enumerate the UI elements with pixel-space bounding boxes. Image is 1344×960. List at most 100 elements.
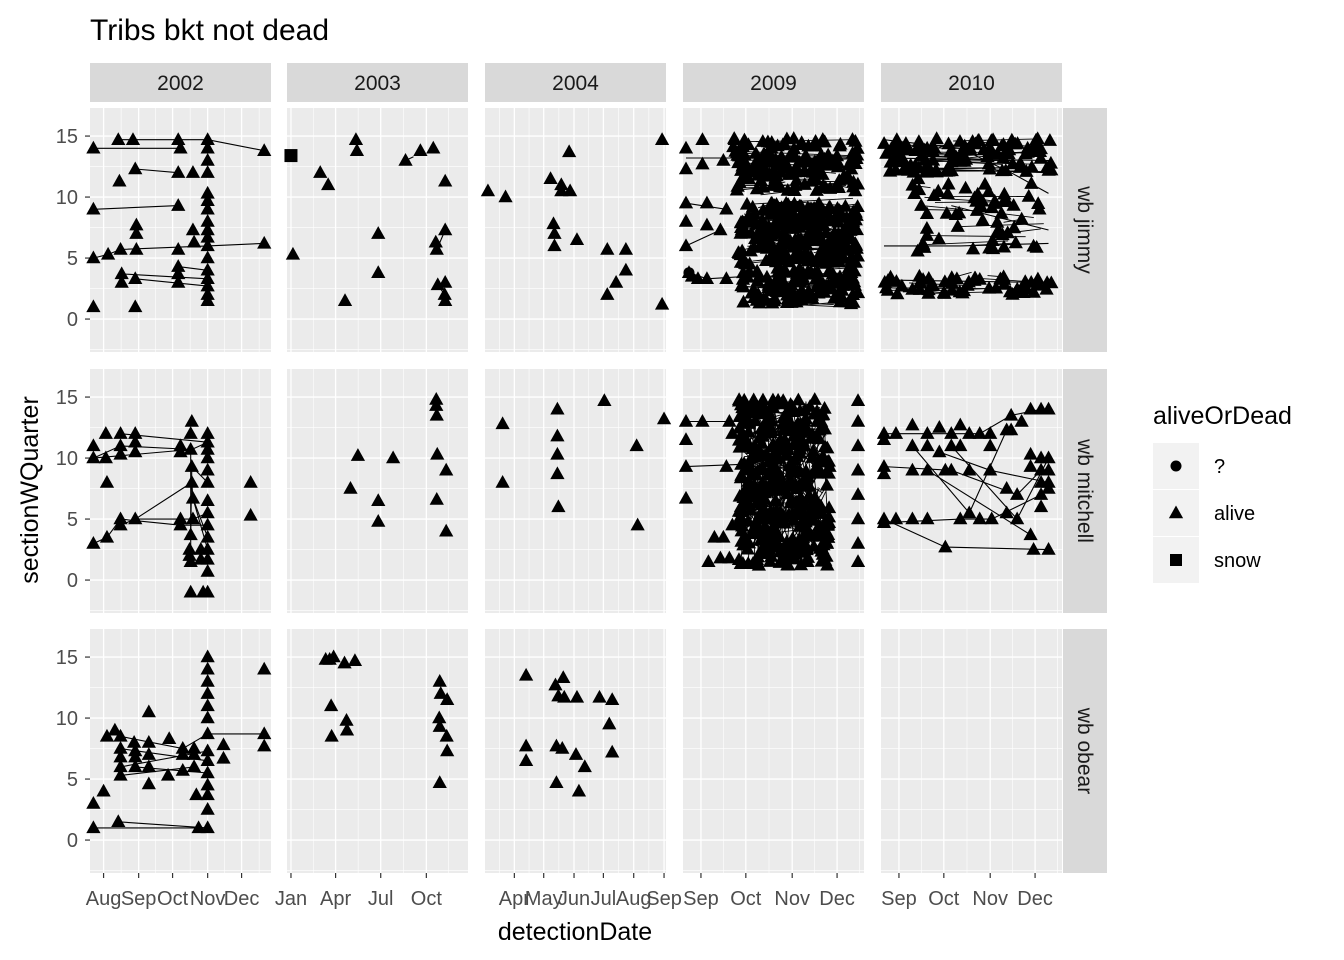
alive-point: [191, 820, 206, 834]
alive-point: [1019, 164, 1034, 177]
alive-point: [100, 246, 116, 260]
alive-point: [429, 407, 444, 421]
alive-point: [438, 173, 453, 187]
alive-point: [618, 262, 634, 276]
panel: [683, 629, 864, 873]
alive-point: [543, 171, 558, 185]
alive-point: [981, 280, 997, 294]
alive-point: [1032, 201, 1047, 215]
alive-point: [952, 205, 967, 219]
alive-point: [821, 200, 837, 213]
alive-point: [480, 183, 496, 197]
alive-point: [111, 132, 126, 145]
series-line: [135, 278, 208, 287]
alive-point: [767, 291, 782, 305]
alive-point: [171, 242, 186, 255]
panel: [90, 369, 271, 613]
alive-point: [750, 517, 765, 531]
alive-point: [812, 228, 827, 241]
alive-point: [972, 271, 987, 285]
x-tick-label: Nov: [972, 888, 1008, 910]
alive-point: [849, 208, 864, 221]
alive-point: [983, 426, 998, 439]
series-line: [813, 252, 858, 257]
alive-point: [200, 787, 215, 801]
alive-point: [771, 176, 786, 190]
alive-point: [813, 248, 829, 262]
panel: [287, 629, 468, 873]
alive-point: [755, 293, 770, 306]
alive-point: [850, 554, 866, 568]
panel-data: [318, 649, 455, 788]
alive-point: [495, 474, 510, 488]
alive-point: [569, 689, 585, 703]
alive-point: [996, 269, 1011, 283]
alive-point: [820, 440, 835, 454]
column-strip: [485, 63, 666, 102]
alive-point: [786, 131, 801, 144]
column-strip-label: 2002: [157, 72, 204, 95]
alive-point: [764, 140, 779, 154]
alive-point: [1033, 499, 1049, 513]
alive-point: [962, 462, 977, 476]
alive-point: [821, 530, 836, 543]
alive-point: [950, 219, 965, 232]
alive-point: [550, 401, 565, 415]
alive-point: [678, 459, 694, 472]
alive-point: [840, 264, 856, 278]
alive-point: [99, 529, 115, 543]
alive-point: [200, 222, 215, 236]
alive-point: [186, 747, 202, 760]
alive-point: [171, 266, 186, 280]
alive-point: [733, 511, 748, 524]
alive-point: [200, 140, 215, 154]
alive-point: [781, 542, 796, 556]
alive-point: [762, 554, 778, 567]
panel-data: [86, 413, 258, 598]
alive-point: [921, 285, 936, 299]
alive-point: [802, 202, 817, 215]
alive-point: [605, 692, 620, 706]
alive-point: [1019, 281, 1034, 295]
alive-point: [371, 265, 386, 278]
alive-point: [808, 171, 823, 185]
alive-point: [426, 140, 441, 154]
alive-point: [821, 509, 837, 523]
alive-point: [938, 539, 953, 553]
alive-point: [729, 182, 744, 196]
alive-point: [439, 523, 454, 537]
alive-point: [783, 220, 799, 234]
alive-point: [326, 649, 341, 663]
alive-point: [678, 140, 694, 154]
alive-point: [773, 202, 789, 216]
alive-point: [905, 511, 920, 525]
alive-point: [821, 235, 836, 249]
alive-point: [1024, 176, 1039, 189]
alive-point: [86, 450, 101, 464]
alive-point: [200, 152, 215, 166]
alive-point: [184, 413, 199, 427]
alive-point: [850, 487, 866, 500]
alive-point: [749, 485, 764, 498]
panel-data: [284, 132, 453, 307]
alive-point: [824, 253, 839, 267]
alive-point: [200, 262, 215, 276]
series-line: [805, 401, 824, 555]
alive-point: [608, 274, 624, 288]
column-strip: [90, 63, 271, 102]
alive-point: [932, 444, 947, 458]
row-strip: [1063, 629, 1107, 873]
alive-point: [725, 426, 740, 439]
row-strip: [1063, 108, 1107, 352]
alive-point: [678, 161, 694, 175]
alive-point: [908, 157, 923, 171]
alive-point: [113, 728, 128, 742]
alive-point: [876, 136, 892, 149]
alive-point: [183, 442, 198, 455]
alive-point: [736, 490, 751, 503]
alive-point: [939, 206, 954, 219]
panel-data: [876, 401, 1056, 555]
x-tick-label: Nov: [190, 888, 226, 910]
alive-point: [786, 149, 801, 162]
